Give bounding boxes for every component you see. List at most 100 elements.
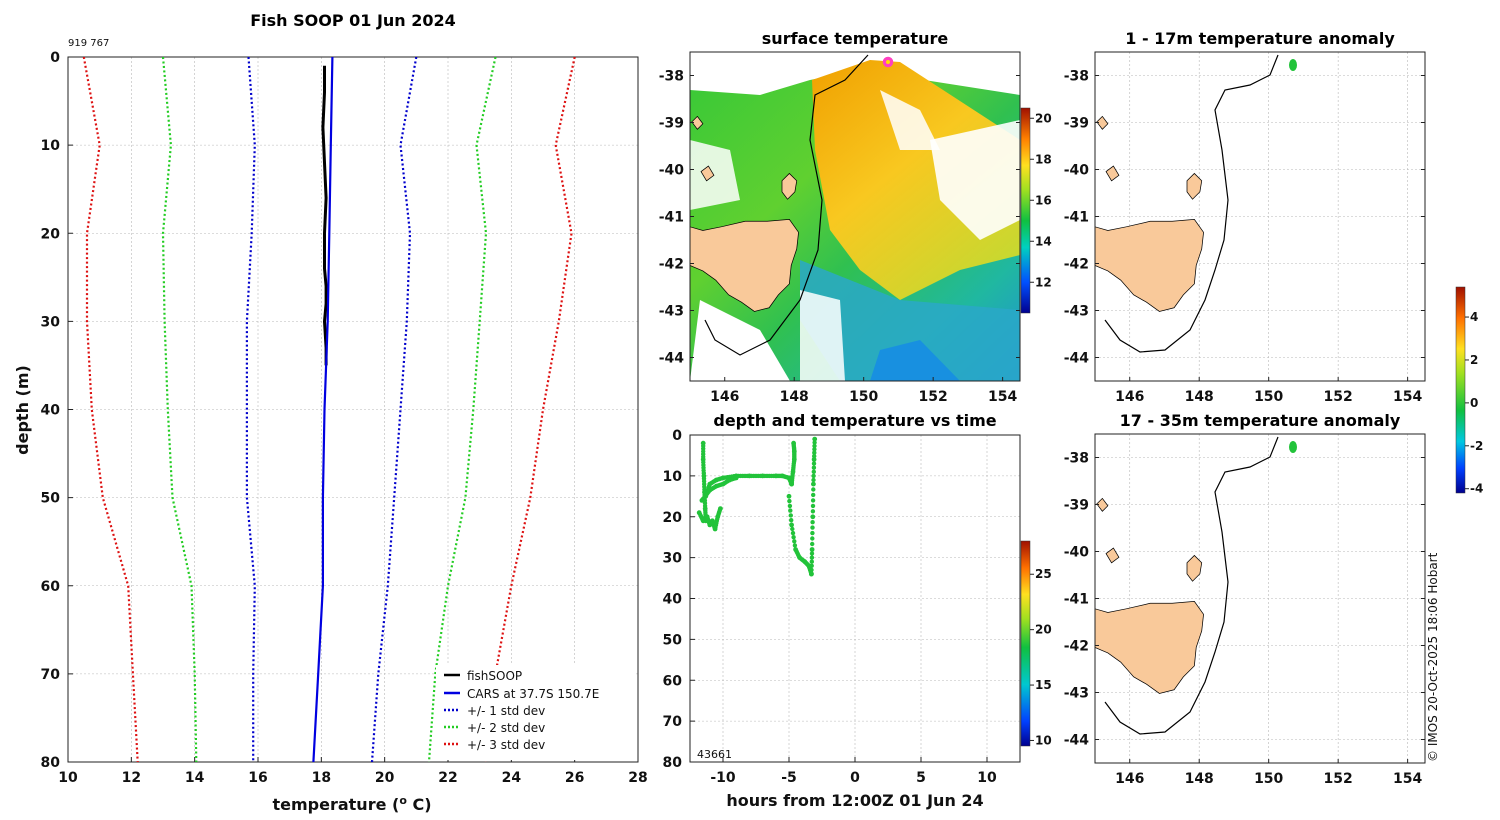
map-tick-label-x: 154 bbox=[1393, 771, 1422, 787]
ts-point bbox=[788, 513, 793, 518]
ts-point bbox=[810, 541, 815, 547]
tick-label-x: 10 bbox=[58, 770, 78, 786]
timeseries-points bbox=[696, 436, 818, 577]
map-tick-label-y: -41 bbox=[1064, 592, 1089, 608]
map-tick-label-x: 150 bbox=[849, 389, 878, 405]
timeseries-corner-label: 43661 bbox=[697, 748, 732, 761]
tick-label-y: 0 bbox=[50, 50, 60, 66]
ts-tick-label-x: 0 bbox=[850, 770, 860, 786]
timeseries-panel: depth and temperature vs time -10 -5 0 5 10 0… bbox=[663, 411, 1052, 810]
tick-label-x: 28 bbox=[628, 770, 647, 786]
ts-point bbox=[812, 453, 817, 459]
map-tick-label-y: -44 bbox=[1064, 733, 1090, 749]
ts-point bbox=[789, 522, 794, 528]
profile-line--3-std bbox=[82, 57, 139, 762]
ts-point bbox=[812, 447, 817, 452]
ts-point bbox=[811, 487, 816, 492]
sst-colorbar: 12 14 16 18 20 bbox=[1020, 107, 1052, 314]
colorbar-tick-label: 12 bbox=[1035, 275, 1052, 289]
map-tick-label-x: 148 bbox=[1185, 389, 1214, 405]
profile-ylabel: depth (m) bbox=[13, 365, 32, 455]
ts-point bbox=[811, 457, 817, 462]
ts-point bbox=[789, 518, 794, 523]
tick-label-x: 22 bbox=[438, 770, 457, 786]
ts-point bbox=[809, 571, 814, 577]
ts-point bbox=[811, 473, 816, 479]
map-tick-label-y: -43 bbox=[659, 304, 684, 320]
anomaly-upper-panel: 1 - 17m temperature anomaly 146 148 150 152… bbox=[1064, 29, 1426, 405]
colorbar-tick-label: 4 bbox=[1470, 310, 1478, 324]
ts-point bbox=[788, 508, 793, 513]
ts-point bbox=[810, 520, 815, 525]
map-tick-label-y: -44 bbox=[659, 351, 685, 367]
ts-point bbox=[810, 514, 816, 520]
map-tick-label-x: 154 bbox=[988, 389, 1017, 405]
legend-label-std2: +/- 2 std dev bbox=[467, 721, 545, 735]
ts-point bbox=[792, 539, 797, 544]
timeseries-title: depth and temperature vs time bbox=[713, 411, 996, 430]
legend-label-cars: CARS at 37.7S 150.7E bbox=[467, 687, 599, 701]
anomaly-upper-contour bbox=[1104, 54, 1279, 353]
map-tick-label-y: -38 bbox=[1064, 451, 1089, 467]
ts-point bbox=[811, 469, 816, 474]
ts-point bbox=[810, 525, 815, 530]
colorbar-tick-label: 25 bbox=[1035, 567, 1052, 581]
ts-point bbox=[810, 498, 816, 503]
anomaly-lower-ticks: 146 148 150 152 154 -38 -39 -40 -41 -42 -43 -44 bbox=[1064, 451, 1425, 787]
colorbar-tick-label: 15 bbox=[1035, 678, 1052, 692]
map-tick-label-y: -42 bbox=[1064, 639, 1089, 655]
ts-point bbox=[809, 555, 815, 560]
tick-label-y: 60 bbox=[41, 579, 61, 595]
anomaly-lower-marker bbox=[1289, 441, 1297, 453]
map-tick-label-x: 152 bbox=[919, 389, 948, 405]
ts-point bbox=[810, 509, 816, 514]
map-tick-label-x: 146 bbox=[710, 389, 739, 405]
ts-point bbox=[809, 563, 814, 568]
map-tick-label-y: -42 bbox=[1064, 257, 1089, 273]
ts-point bbox=[809, 567, 814, 573]
ts-point bbox=[810, 536, 815, 541]
ts-tick-label-x: -5 bbox=[781, 770, 797, 786]
sst-contour bbox=[704, 54, 869, 356]
map-tick-label-y: -41 bbox=[659, 210, 684, 226]
colorbar-tick-label: 20 bbox=[1035, 623, 1052, 637]
sst-ticks: 146 148 150 152 154 -38 -39 -40 -41 -42 -43 -44 bbox=[659, 69, 1020, 405]
ts-point bbox=[811, 477, 816, 483]
profile-xlabel-tail: C) bbox=[407, 795, 432, 814]
ts-point bbox=[718, 506, 723, 511]
timeseries-grid bbox=[690, 435, 1020, 762]
map-tick-label-x: 146 bbox=[1115, 389, 1144, 405]
ts-tick-label-x: 5 bbox=[916, 770, 926, 786]
ts-point bbox=[809, 551, 815, 556]
anomaly-lower-grid bbox=[1095, 434, 1425, 763]
ts-tick-label-y: 20 bbox=[663, 510, 683, 526]
ts-tick-label-x: -10 bbox=[710, 770, 736, 786]
colorbar-tick-label: 18 bbox=[1035, 152, 1052, 166]
map-tick-label-y: -44 bbox=[1064, 351, 1090, 367]
map-tick-label-x: 148 bbox=[780, 389, 809, 405]
profile-xlabel-head: temperature ( bbox=[272, 795, 399, 814]
colorbar-tick-label: 10 bbox=[1035, 733, 1052, 747]
colorbar-tick-label: 2 bbox=[1470, 353, 1478, 367]
map-tick-label-y: -39 bbox=[1064, 498, 1089, 514]
profile-line--1-std bbox=[245, 57, 256, 762]
map-tick-label-x: 152 bbox=[1324, 389, 1353, 405]
ts-tick-label-y: 30 bbox=[663, 551, 683, 567]
ts-tick-label-y: 60 bbox=[663, 673, 683, 689]
map-tick-label-x: 150 bbox=[1254, 389, 1283, 405]
legend-label-std1: +/- 1 std dev bbox=[467, 704, 545, 718]
anomaly-upper-marker bbox=[1289, 59, 1297, 71]
legend-label-fish: fishSOOP bbox=[467, 669, 522, 683]
anomaly-upper-ticks: 146 148 150 152 154 -38 -39 -40 -41 -42 -43 -44 bbox=[1064, 69, 1425, 405]
map-tick-label-y: -43 bbox=[1064, 304, 1089, 320]
ts-point bbox=[787, 503, 793, 509]
ts-point bbox=[810, 530, 815, 536]
tick-label-x: 26 bbox=[565, 770, 584, 786]
profile-line--2-std bbox=[161, 57, 198, 762]
tick-label-x: 18 bbox=[312, 770, 331, 786]
colorbar-tick-label: -4 bbox=[1470, 482, 1483, 496]
ts-point bbox=[810, 503, 816, 509]
ts-point bbox=[811, 465, 817, 470]
colorbar-tick-label: 0 bbox=[1470, 396, 1478, 410]
